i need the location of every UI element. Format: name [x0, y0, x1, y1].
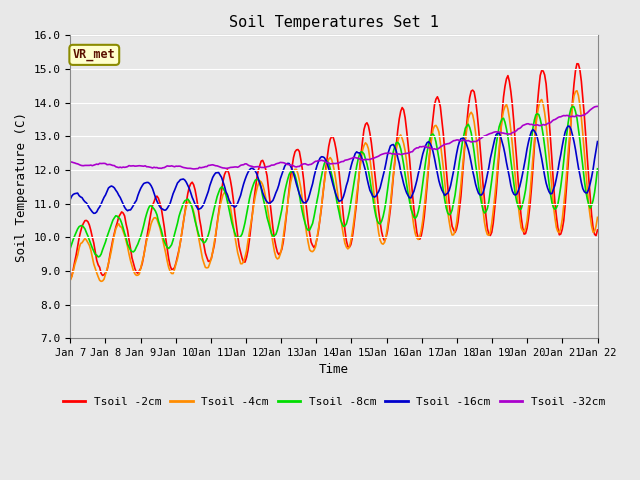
Tsoil -16cm [298, 198, 306, 204]
Legend: Tsoil -2cm, Tsoil -4cm, Tsoil -8cm, Tsoil -16cm, Tsoil -32cm: Tsoil -2cm, Tsoil -4cm, Tsoil -8cm, Tsoi… [58, 392, 609, 411]
Tsoil -2cm [594, 227, 602, 233]
Tsoil -4cm [225, 197, 233, 203]
Tsoil -8cm [252, 177, 259, 183]
Tsoil -32cm [190, 166, 198, 172]
Tsoil -16cm [243, 173, 250, 179]
Tsoil -8cm [594, 166, 602, 172]
Tsoil -2cm [67, 276, 74, 282]
Tsoil -32cm [252, 164, 259, 170]
Tsoil -16cm [132, 198, 140, 204]
Text: VR_met: VR_met [73, 48, 116, 61]
Tsoil -8cm [569, 104, 577, 109]
Tsoil -4cm [243, 248, 250, 254]
Tsoil -8cm [566, 111, 573, 117]
Tsoil -16cm [67, 196, 74, 202]
Tsoil -8cm [298, 209, 306, 215]
Tsoil -8cm [132, 244, 140, 250]
Line: Tsoil -8cm: Tsoil -8cm [70, 107, 598, 257]
Tsoil -2cm [573, 61, 580, 67]
Tsoil -2cm [223, 167, 231, 173]
Tsoil -4cm [566, 132, 573, 138]
Tsoil -4cm [97, 278, 105, 284]
Tsoil -2cm [241, 259, 249, 265]
Line: Tsoil -16cm: Tsoil -16cm [70, 126, 598, 213]
Tsoil -2cm [131, 266, 139, 272]
Tsoil -4cm [573, 88, 580, 94]
Line: Tsoil -32cm: Tsoil -32cm [70, 107, 598, 169]
Tsoil -4cm [67, 277, 74, 283]
Tsoil -4cm [594, 215, 602, 220]
Tsoil -16cm [252, 168, 259, 174]
Tsoil -32cm [243, 161, 250, 167]
Tsoil -4cm [132, 273, 140, 278]
Tsoil -32cm [67, 159, 74, 165]
Tsoil -16cm [90, 210, 98, 216]
Tsoil -4cm [298, 196, 306, 202]
Line: Tsoil -2cm: Tsoil -2cm [70, 64, 598, 279]
Y-axis label: Soil Temperature (C): Soil Temperature (C) [15, 112, 28, 262]
Tsoil -32cm [225, 165, 233, 171]
Line: Tsoil -4cm: Tsoil -4cm [70, 91, 598, 281]
Tsoil -32cm [566, 114, 573, 120]
Tsoil -32cm [131, 163, 139, 169]
Tsoil -2cm [250, 198, 258, 204]
X-axis label: Time: Time [319, 363, 349, 376]
Tsoil -4cm [252, 193, 259, 199]
Title: Soil Temperatures Set 1: Soil Temperatures Set 1 [229, 15, 439, 30]
Tsoil -8cm [67, 245, 74, 251]
Tsoil -16cm [567, 127, 575, 132]
Tsoil -32cm [594, 104, 602, 109]
Tsoil -16cm [225, 197, 233, 203]
Tsoil -8cm [243, 212, 250, 218]
Tsoil -16cm [594, 139, 602, 144]
Tsoil -8cm [225, 205, 233, 211]
Tsoil -2cm [297, 157, 305, 163]
Tsoil -8cm [94, 254, 102, 260]
Tsoil -16cm [564, 123, 572, 129]
Tsoil -32cm [298, 161, 306, 167]
Tsoil -2cm [564, 162, 572, 168]
